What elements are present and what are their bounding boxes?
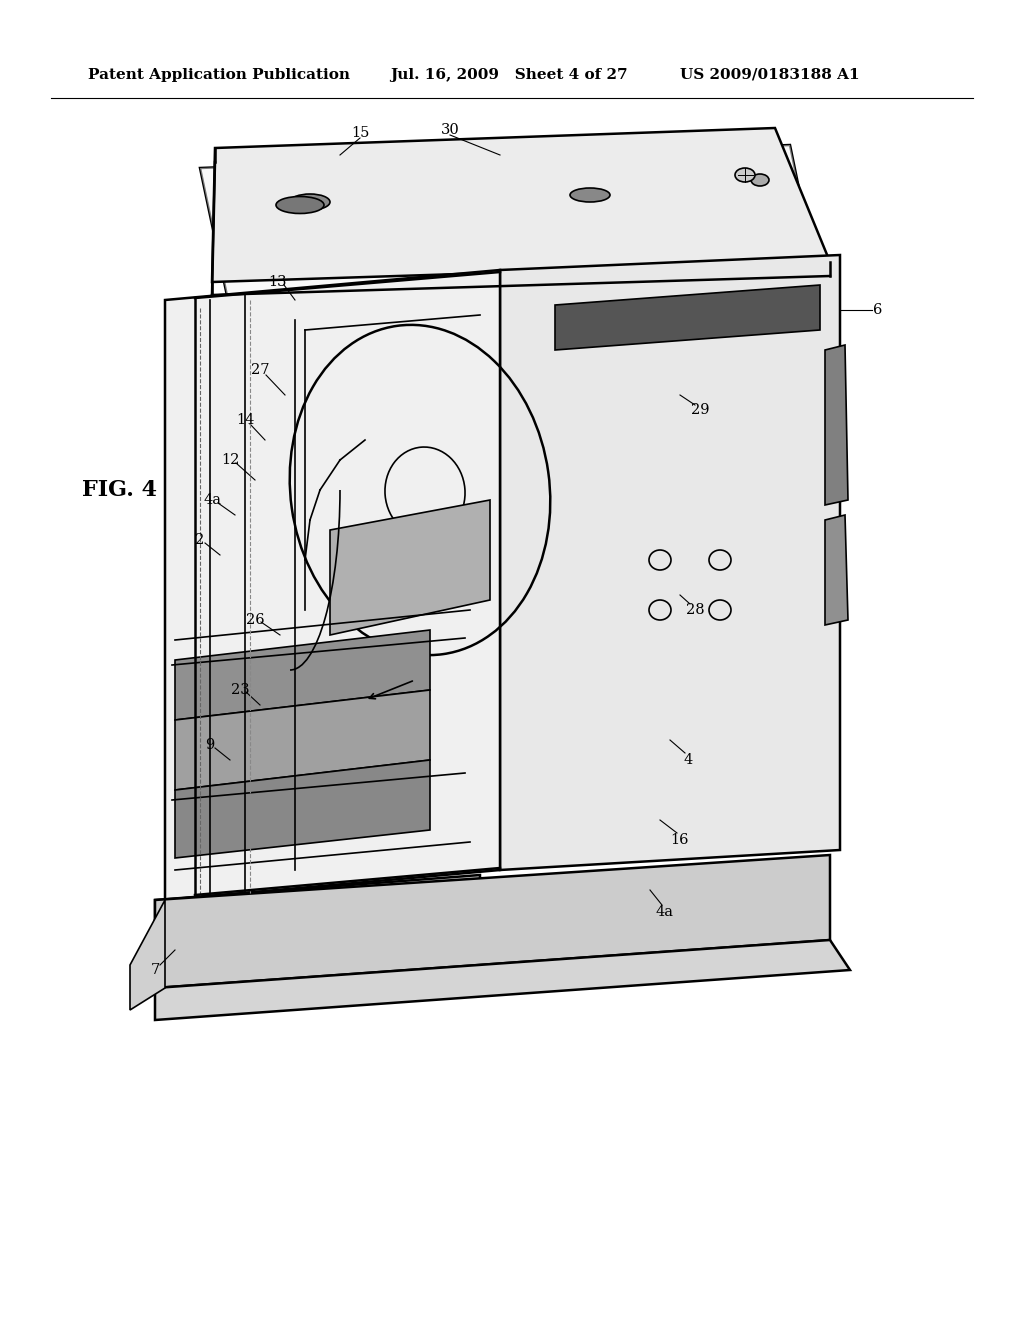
Text: 4a: 4a (656, 906, 674, 919)
Polygon shape (212, 128, 830, 282)
Polygon shape (165, 271, 500, 900)
Text: 16: 16 (671, 833, 689, 847)
Text: 15: 15 (351, 125, 370, 140)
Text: 13: 13 (268, 275, 288, 289)
Text: US 2009/0183188 A1: US 2009/0183188 A1 (680, 69, 859, 82)
Text: 4a: 4a (204, 492, 222, 507)
Polygon shape (175, 630, 430, 719)
Polygon shape (825, 515, 848, 624)
Polygon shape (825, 345, 848, 506)
Ellipse shape (735, 168, 755, 182)
Ellipse shape (570, 187, 610, 202)
Text: FIG. 4: FIG. 4 (82, 479, 157, 502)
Text: 14: 14 (236, 413, 254, 426)
Text: 9: 9 (206, 738, 215, 752)
Ellipse shape (290, 194, 330, 210)
Text: 4: 4 (683, 752, 692, 767)
Ellipse shape (751, 174, 769, 186)
Polygon shape (130, 900, 165, 1010)
Polygon shape (500, 255, 840, 870)
Ellipse shape (276, 197, 324, 214)
Text: 2: 2 (196, 533, 205, 546)
Polygon shape (155, 940, 850, 1020)
Text: 27: 27 (251, 363, 269, 378)
Text: 7: 7 (151, 964, 160, 977)
Text: Jul. 16, 2009   Sheet 4 of 27: Jul. 16, 2009 Sheet 4 of 27 (390, 69, 628, 82)
Polygon shape (200, 145, 820, 310)
Polygon shape (330, 500, 490, 635)
Polygon shape (175, 760, 430, 858)
Text: 28: 28 (686, 603, 705, 616)
Text: 30: 30 (440, 123, 460, 137)
Text: Patent Application Publication: Patent Application Publication (88, 69, 350, 82)
Text: 12: 12 (221, 453, 240, 467)
Text: 29: 29 (691, 403, 710, 417)
Text: 26: 26 (246, 612, 264, 627)
Polygon shape (175, 690, 430, 789)
Text: 6: 6 (873, 304, 883, 317)
Polygon shape (155, 875, 480, 965)
Polygon shape (155, 855, 830, 987)
Text: 23: 23 (230, 682, 249, 697)
Polygon shape (555, 285, 820, 350)
